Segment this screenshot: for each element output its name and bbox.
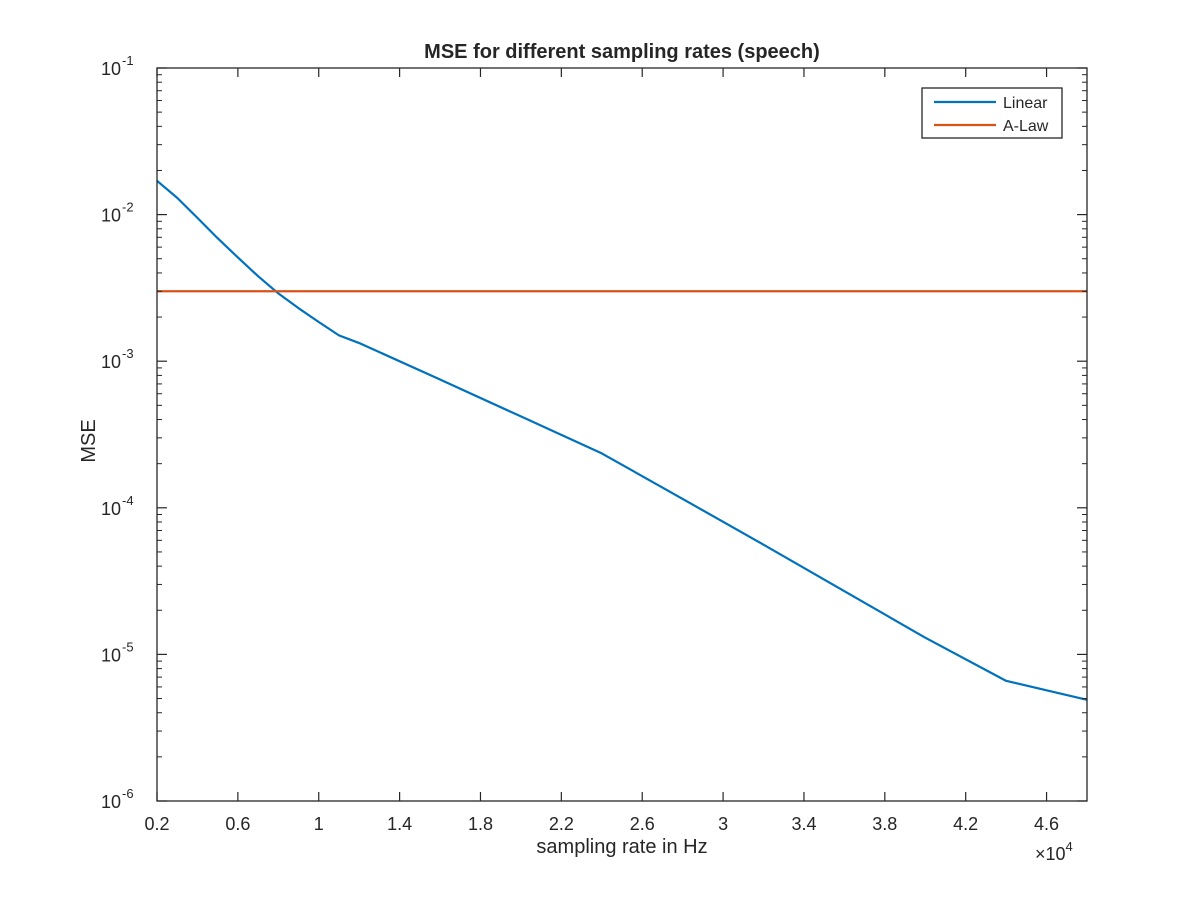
y-tick-exponent: -6 [122,786,134,801]
x-tick-label: 0.2 [144,814,169,834]
y-tick-label: 10 [101,645,121,665]
x-exponent-power: 4 [1066,839,1073,854]
y-tick-base: 10 [101,792,121,812]
y-tick-exponent: -3 [122,346,134,361]
y-tick-label: 10 [101,499,121,519]
x-tick-label: 1.4 [387,814,412,834]
x-tick-label: 3 [718,814,728,834]
y-tick-label: 10 [101,792,121,812]
plot-background [157,68,1087,801]
legend-label-linear: Linear [1003,95,1048,112]
y-tick-exponent: -4 [122,493,134,508]
x-tick-label: 3.4 [791,814,816,834]
x-tick-label: 1.8 [468,814,493,834]
y-tick-base: 10 [101,645,121,665]
y-tick-base: 10 [101,499,121,519]
y-tick-label: 10 [101,206,121,226]
x-exponent-base: ×10 [1035,844,1066,864]
chart-title: MSE for different sampling rates (speech… [424,41,820,63]
legend-label-a-law: A-Law [1003,118,1049,135]
y-tick-exponent: -2 [122,200,134,215]
x-tick-label: 2.2 [549,814,574,834]
y-tick-exponent: -1 [122,53,134,68]
y-tick-base: 10 [101,352,121,372]
x-tick-label: 4.6 [1034,814,1059,834]
x-tick-label: 4.2 [953,814,978,834]
y-tick-label: 10 [101,352,121,372]
y-tick-label: 10 [101,59,121,79]
y-tick-base: 10 [101,206,121,226]
x-tick-label: 1 [314,814,324,834]
x-axis-label: sampling rate in Hz [536,836,707,858]
x-tick-label: 3.8 [872,814,897,834]
legend-box [921,87,1063,139]
x-tick-label: 2.6 [630,814,655,834]
axes-box [156,67,1088,802]
y-tick-exponent: -5 [122,639,134,654]
y-axis-label: MSE [78,419,100,462]
x-exponent-label: ×104 [1035,839,1073,864]
y-tick-base: 10 [101,59,121,79]
x-tick-label: 0.6 [225,814,250,834]
series-line-linear [156,179,1088,701]
